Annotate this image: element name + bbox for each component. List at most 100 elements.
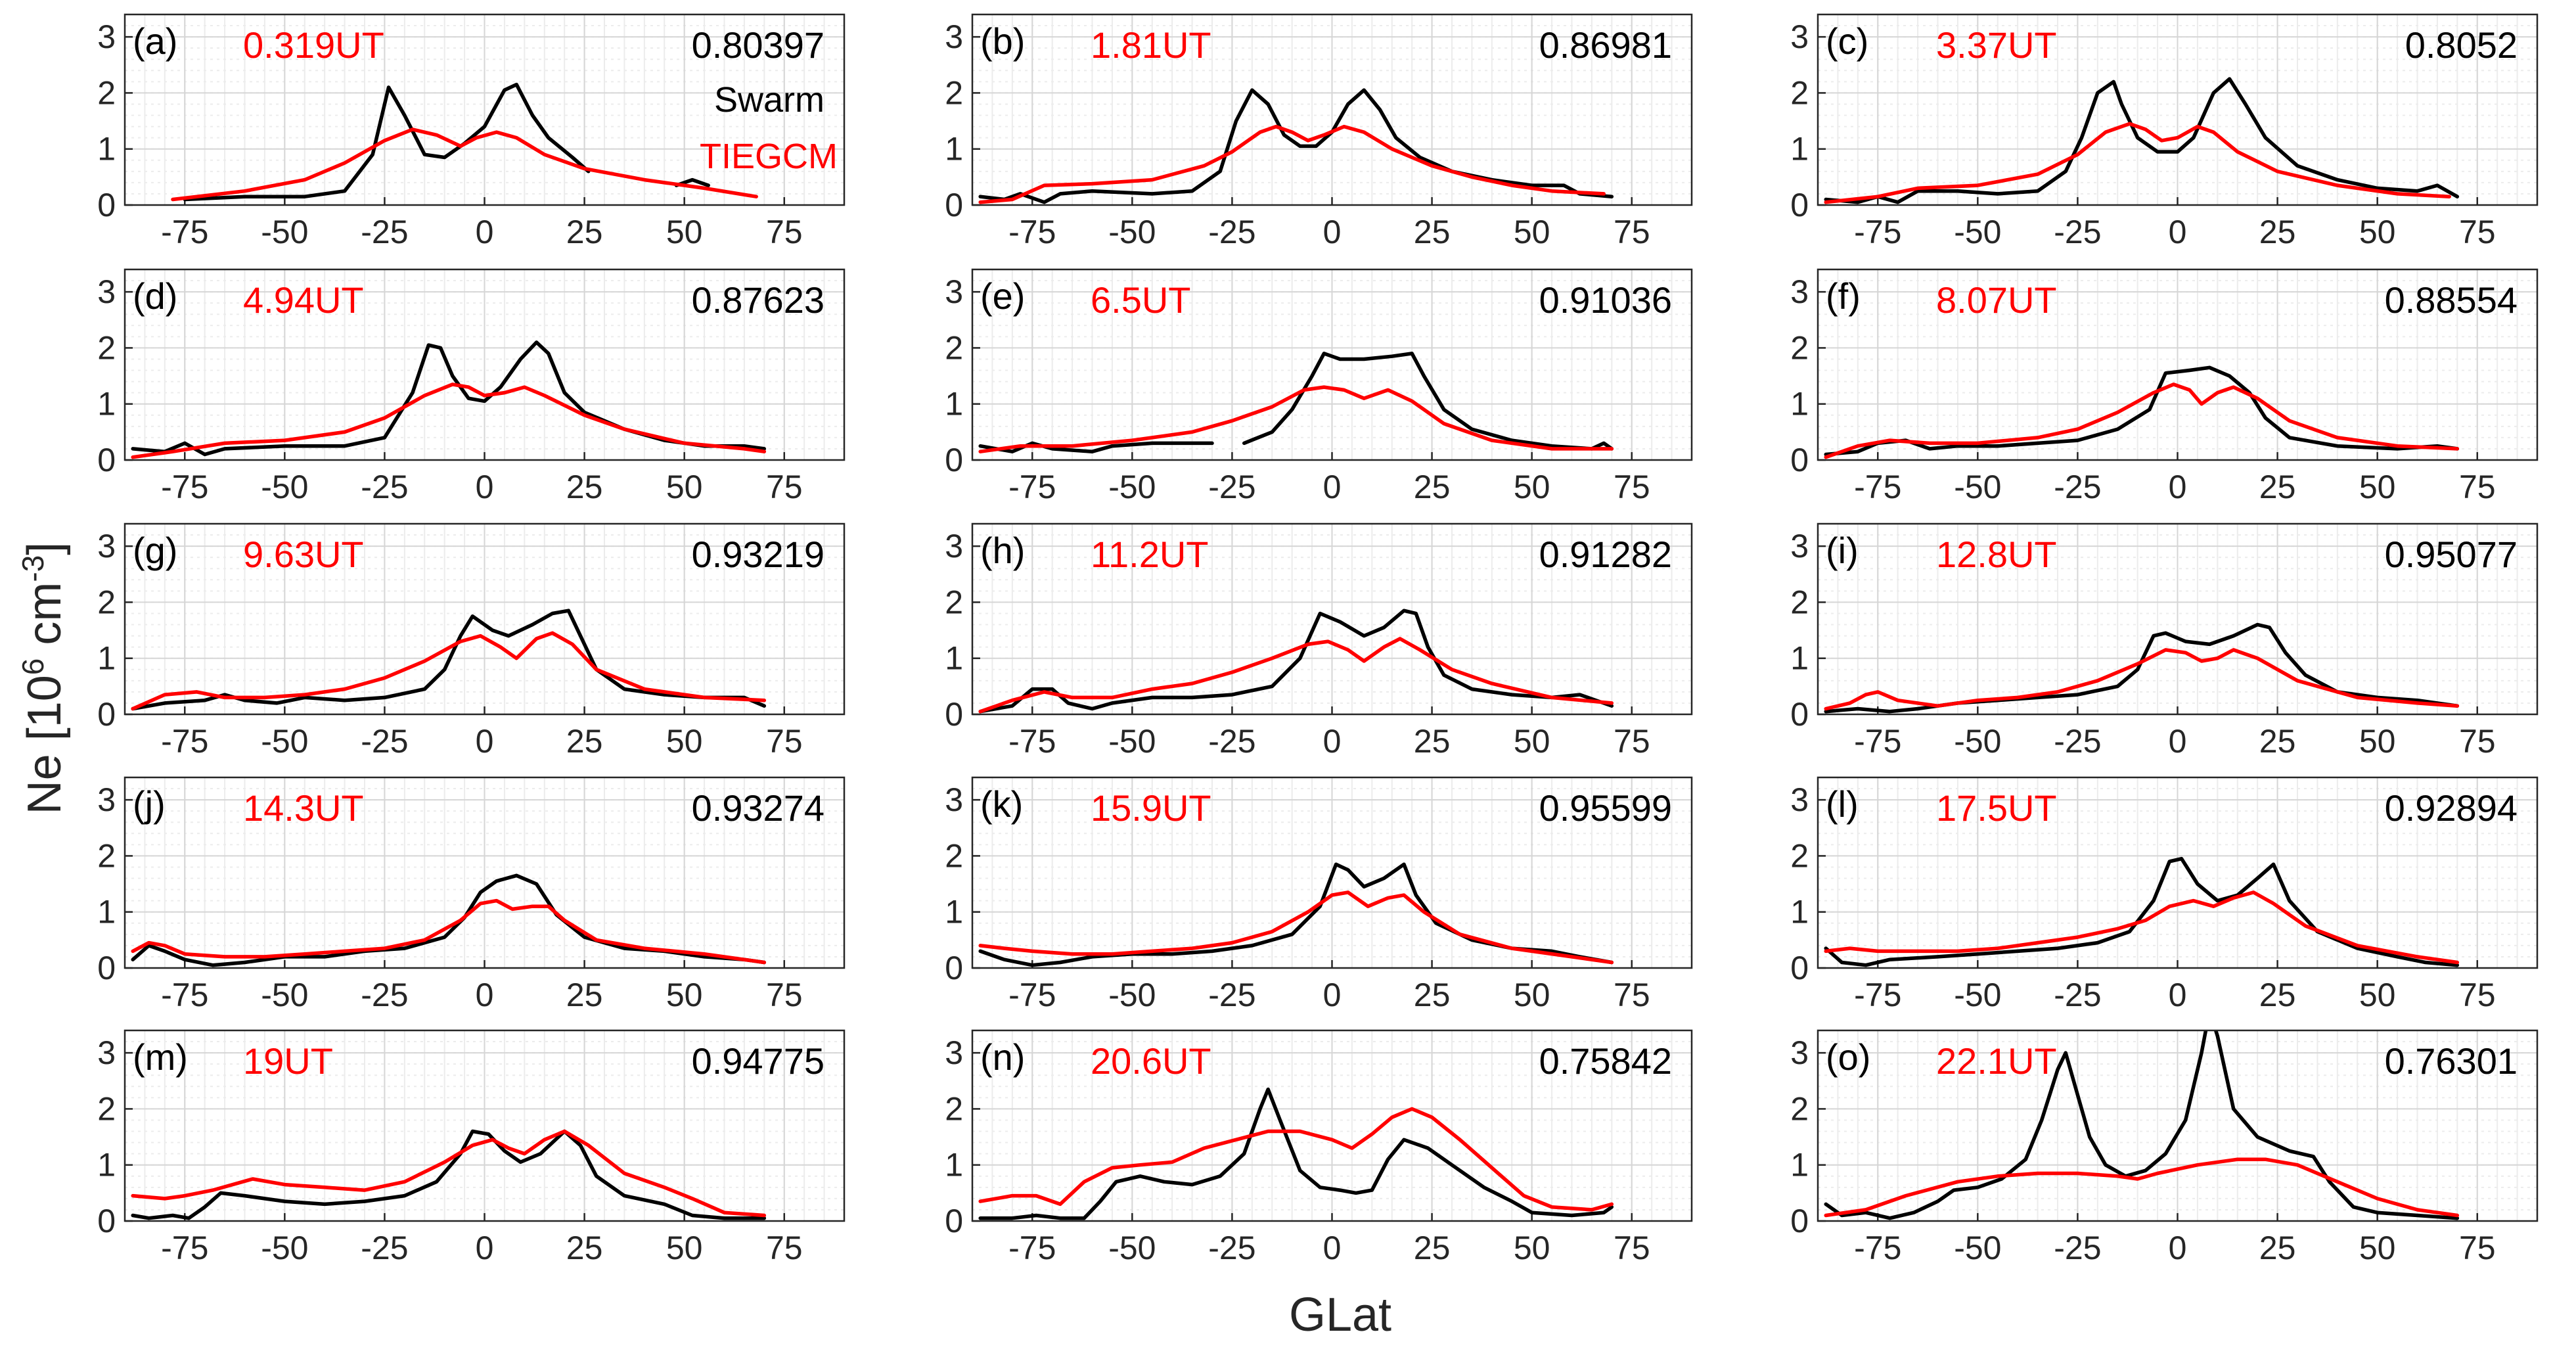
y-tick-label: 3 (97, 18, 116, 55)
panel-l: -75 -50 -25 0 25 50 75 0 1 2 3 (l) 17.5UT 0.92894 (1790, 776, 2539, 1013)
panel-label: (k) (980, 783, 1023, 825)
panel-label: (b) (980, 20, 1025, 62)
x-tick-label: 50 (1514, 723, 1550, 760)
ut-label: 4.94UT (243, 279, 364, 321)
ut-label: 19UT (243, 1040, 333, 1082)
correlation-value: 0.95077 (2385, 534, 2518, 575)
y-tick-label: 3 (97, 528, 116, 564)
y-tick-label: 2 (1790, 74, 1809, 111)
series-tiegcm (131, 1129, 767, 1218)
series-tiegcm (978, 1107, 1614, 1212)
x-tick-label: 0 (1323, 214, 1342, 250)
y-tick-label: 1 (97, 640, 116, 677)
y-tick-label: 3 (945, 18, 963, 55)
ut-label: 6.5UT (1091, 279, 1191, 321)
y-tick-label: 3 (1790, 18, 1809, 55)
x-tick-label: -25 (2054, 214, 2101, 250)
x-tick-label: 75 (1614, 723, 1650, 760)
x-tick-label: -25 (361, 1230, 408, 1266)
y-tick-label: 1 (97, 1147, 116, 1184)
panel-d: -75 -50 -25 0 25 50 75 0 1 2 3 (d) 4.94UT 0.87623 (97, 268, 846, 505)
correlation-value: 0.95599 (1539, 787, 1672, 829)
x-tick-label: 75 (2459, 977, 2496, 1013)
x-tick-label: 0 (2169, 723, 2187, 760)
y-tick-label: 0 (1790, 1203, 1809, 1239)
panel-label: (e) (980, 275, 1025, 317)
panel-e: -75 -50 -25 0 25 50 75 0 1 2 3 (e) 6.5UT 0.91036 (945, 268, 1693, 505)
y-tick-label: 2 (97, 1090, 116, 1127)
series-swarm (1824, 1030, 2460, 1220)
x-tick-label: -75 (1008, 1230, 1056, 1266)
ut-label: 3.37UT (1936, 24, 2057, 66)
ut-label: 8.07UT (1936, 279, 2057, 321)
legend-entry-tiegcm: TIEGCM (700, 137, 838, 176)
x-tick-label: 50 (666, 723, 703, 760)
panel-frame (124, 268, 846, 461)
x-tick-label: 75 (766, 977, 803, 1013)
y-tick-label: 0 (945, 696, 963, 733)
x-tick-label: 25 (566, 1230, 603, 1266)
correlation-value: 0.86981 (1539, 24, 1672, 66)
x-tick-label: -25 (2054, 469, 2101, 505)
y-tick-label: 2 (97, 74, 116, 111)
x-tick-label: -50 (1954, 1230, 2001, 1266)
ut-label: 17.5UT (1936, 787, 2057, 829)
x-tick-label: 50 (2359, 469, 2396, 505)
y-axis-label: Ne [106 cm-3] (16, 542, 71, 815)
x-tick-label: -25 (1208, 469, 1255, 505)
panel-b: -75 -50 -25 0 25 50 75 0 1 2 3 (b) 1.81UT 0.86981 (945, 13, 1693, 250)
x-tick-label: -75 (1854, 977, 1901, 1013)
x-tick-label: -50 (1954, 977, 2001, 1013)
y-tick-label: 1 (945, 131, 963, 168)
x-tick-label: -50 (1108, 977, 1156, 1013)
x-tick-label: 50 (1514, 214, 1550, 250)
x-tick-label: -25 (2054, 723, 2101, 760)
x-tick-label: 25 (566, 977, 603, 1013)
x-axis-label: GLat (1289, 1289, 1391, 1341)
panel-frame (971, 268, 1693, 461)
x-tick-label: 0 (1323, 977, 1342, 1013)
y-tick-label: 3 (97, 781, 116, 818)
x-tick-label: 50 (666, 469, 703, 505)
ut-label: 12.8UT (1936, 534, 2057, 575)
series-swarm-segment (1242, 352, 1614, 451)
x-tick-label: -75 (1854, 1230, 1901, 1266)
x-tick-label: 75 (766, 1230, 803, 1266)
y-tick-label: 1 (945, 894, 963, 931)
x-tick-label: -25 (361, 469, 408, 505)
x-tick-label: -75 (161, 977, 208, 1013)
ut-label: 1.81UT (1091, 24, 1211, 66)
y-tick-label: 3 (97, 1034, 116, 1071)
x-tick-label: 50 (2359, 723, 2396, 760)
y-tick-label: 1 (945, 1147, 963, 1184)
series-tiegcm (978, 385, 1614, 453)
x-tick-label: -25 (1208, 214, 1255, 250)
panel-frame (971, 522, 1693, 716)
x-tick-label: -50 (261, 469, 308, 505)
ut-label: 15.9UT (1091, 787, 1211, 829)
x-tick-label: 0 (1323, 469, 1342, 505)
panels-group: -75 -50 -25 0 25 50 75 0 1 2 3 (a) 0.319UT 0.80397 Swa… (97, 13, 2539, 1266)
panel-label: (j) (133, 783, 166, 825)
panel-frame (124, 13, 846, 206)
x-tick-label: 25 (2259, 977, 2296, 1013)
x-tick-label: -75 (1008, 977, 1056, 1013)
y-tick-label: 0 (1790, 696, 1809, 733)
correlation-value: 0.91036 (1539, 279, 1672, 321)
y-tick-label: 2 (945, 837, 963, 874)
y-tick-label: 2 (945, 74, 963, 111)
x-tick-label: 0 (2169, 1230, 2187, 1266)
x-tick-label: 75 (2459, 1230, 2496, 1266)
panel-frame (1817, 776, 2539, 969)
series-tiegcm (978, 124, 1606, 204)
y-tick-label: 0 (97, 950, 116, 986)
series-tiegcm (131, 898, 767, 965)
panel-label: (m) (133, 1036, 188, 1078)
series-swarm (978, 609, 1614, 714)
y-tick-label: 1 (97, 386, 116, 423)
y-axis-label-unit: cm (18, 582, 71, 658)
x-tick-label: 75 (2459, 214, 2496, 250)
x-tick-label: -50 (1108, 214, 1156, 250)
x-tick-label: 0 (476, 1230, 494, 1266)
correlation-value: 0.80397 (692, 24, 825, 66)
